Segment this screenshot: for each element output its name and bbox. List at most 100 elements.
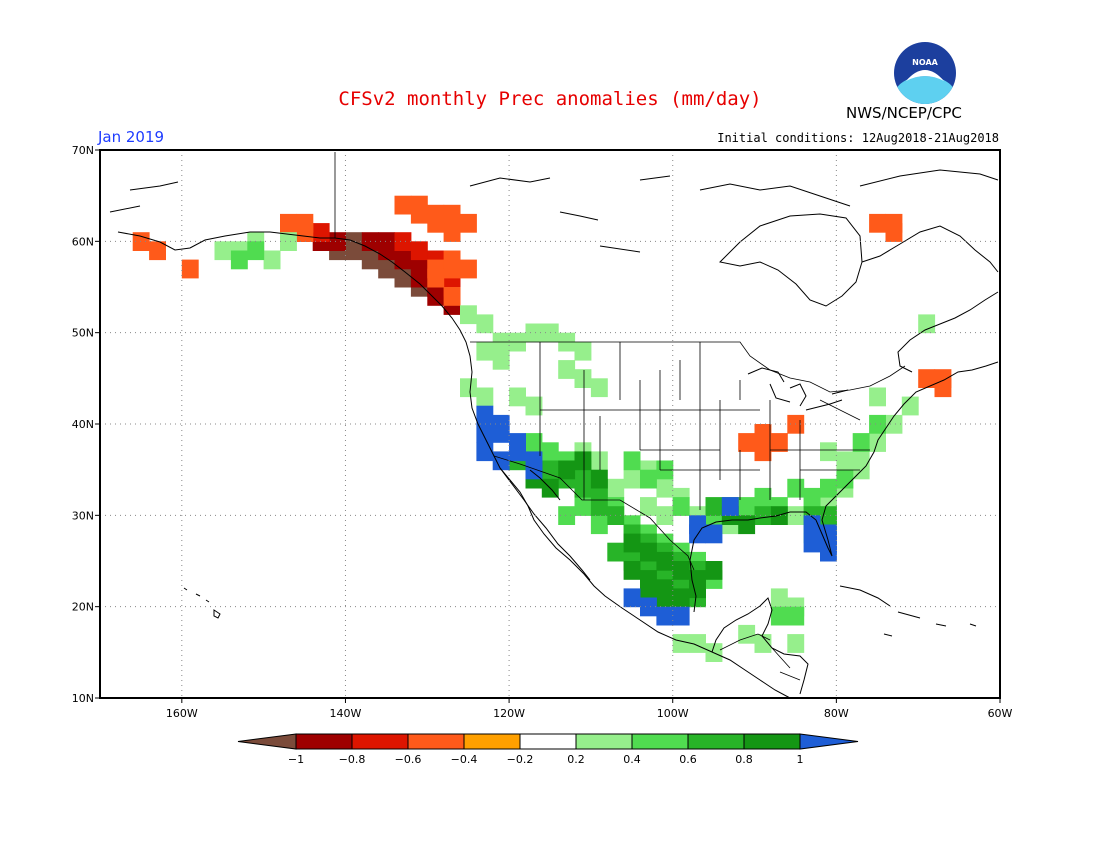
anomaly-cell xyxy=(558,360,576,379)
anomaly-region-wet-california-florida xyxy=(476,405,837,626)
anomaly-cell xyxy=(787,606,805,626)
colorbar-low-arrow xyxy=(237,733,297,750)
anomaly-cell xyxy=(476,341,494,361)
anomaly-cell xyxy=(525,396,543,416)
colorbar-label: −0.4 xyxy=(451,753,478,766)
colorbar-high-arrow xyxy=(799,733,859,750)
anomaly-cell xyxy=(427,287,445,306)
anomaly-cell xyxy=(476,314,494,334)
anomaly-cell xyxy=(852,433,870,452)
anomaly-cell xyxy=(770,433,788,452)
lon-tick-label: 60W xyxy=(988,707,1013,720)
anomaly-cell xyxy=(705,524,723,544)
anomaly-cell xyxy=(689,634,706,653)
border-us-canada xyxy=(470,341,906,393)
lat-tick-label: 30N xyxy=(72,509,94,522)
anomaly-cell xyxy=(869,213,886,233)
colorbar-segment xyxy=(631,733,689,750)
anomaly-cell xyxy=(492,350,510,370)
forecast-month: Jan 2019 xyxy=(98,128,165,146)
colorbar-label: −0.2 xyxy=(507,753,534,766)
anomaly-cell xyxy=(820,542,837,562)
anomaly-cell xyxy=(541,460,559,480)
anomaly-cell xyxy=(427,268,445,288)
anomaly-cell xyxy=(885,414,903,434)
anomaly-cell xyxy=(296,223,314,242)
colorbar-segment xyxy=(295,733,353,750)
anomaly-cell xyxy=(852,451,870,471)
anomaly-cell xyxy=(525,460,543,480)
lon-tick-label: 140W xyxy=(330,707,362,720)
noaa-logo: NOAA xyxy=(894,42,956,104)
anomaly-cell xyxy=(656,506,674,525)
axis-ticks: 70N 60N 50N 40N 30N 20N 10N 160W 140W 120W 100W 80W… xyxy=(72,144,1013,720)
anomaly-cell xyxy=(787,634,805,653)
lat-tick-label: 10N xyxy=(72,692,94,705)
colorbar-segment xyxy=(743,733,801,750)
anomaly-cell xyxy=(460,213,477,233)
anomaly-cell xyxy=(558,460,576,480)
initial-conditions: Initial conditions: 12Aug2018-21Aug2018 xyxy=(717,131,999,145)
anomaly-cell xyxy=(656,606,674,626)
anomaly-cell xyxy=(329,232,346,251)
anomaly-cell xyxy=(312,223,330,242)
anomaly-cell xyxy=(574,369,592,388)
anomaly-cell xyxy=(410,268,428,288)
colorbar-label: 0.8 xyxy=(735,753,753,766)
anomaly-cell xyxy=(132,232,150,251)
anomaly-cell xyxy=(492,424,510,443)
anomaly-cell xyxy=(820,478,837,498)
anomaly-cell xyxy=(394,195,412,215)
anomaly-cell xyxy=(754,487,772,507)
anomaly-cell xyxy=(934,369,952,388)
coastline-yucatan xyxy=(711,597,809,695)
anomaly-cell xyxy=(509,387,526,407)
lon-tick-label: 100W xyxy=(657,707,689,720)
anomaly-cell xyxy=(214,241,232,261)
anomaly-cell xyxy=(640,497,657,516)
colorbar-segment xyxy=(463,733,521,750)
anomaly-cell xyxy=(574,469,592,489)
lat-tick-label: 40N xyxy=(72,418,94,431)
anomaly-cell xyxy=(247,241,265,261)
lon-tick-label: 120W xyxy=(493,707,525,720)
anomaly-cell xyxy=(738,497,756,516)
anomaly-cell xyxy=(476,387,494,407)
colorbar-label: −0.6 xyxy=(395,753,422,766)
anomaly-cell xyxy=(656,551,674,571)
anomaly-cell xyxy=(672,634,690,653)
anomaly-cell xyxy=(590,497,608,516)
colorbar: −1 −0.8 −0.6 −0.4 −0.2 0.2 0.4 0.6 0.8 1 xyxy=(237,733,859,766)
anomaly-cell xyxy=(443,287,461,306)
anomaly-cell xyxy=(623,533,641,553)
anomaly-cell xyxy=(640,570,657,589)
anomaly-cell xyxy=(705,561,723,580)
coastline-great-lakes xyxy=(747,367,849,411)
colorbar-label: 1 xyxy=(797,753,804,766)
anomaly-cell xyxy=(656,478,674,498)
anomaly-cell xyxy=(705,497,723,516)
anomaly-cell xyxy=(672,497,690,516)
coastline-hawaii xyxy=(183,587,221,619)
coastline-arctic xyxy=(109,169,999,253)
anomaly-cell xyxy=(410,241,428,261)
lat-tick-label: 60N xyxy=(72,235,94,248)
anomaly-cell xyxy=(721,497,739,516)
anomaly-cell xyxy=(590,451,608,471)
lat-tick-label: 70N xyxy=(72,144,94,157)
anomaly-cell xyxy=(885,223,903,242)
colorbar-segment xyxy=(407,733,465,750)
lat-tick-label: 20N xyxy=(72,601,94,614)
anomaly-cell xyxy=(443,223,461,242)
anomaly-cell xyxy=(770,506,788,525)
logo-text: NOAA xyxy=(912,58,938,67)
anomaly-cell xyxy=(738,433,756,452)
anomaly-cell xyxy=(738,624,756,644)
anomaly-cell xyxy=(803,533,821,553)
anomaly-cell xyxy=(738,515,756,535)
anomaly-cell xyxy=(640,469,657,489)
border-us-mexico xyxy=(493,455,695,571)
anomaly-cell xyxy=(558,506,576,525)
colorbar-segment xyxy=(519,733,577,750)
